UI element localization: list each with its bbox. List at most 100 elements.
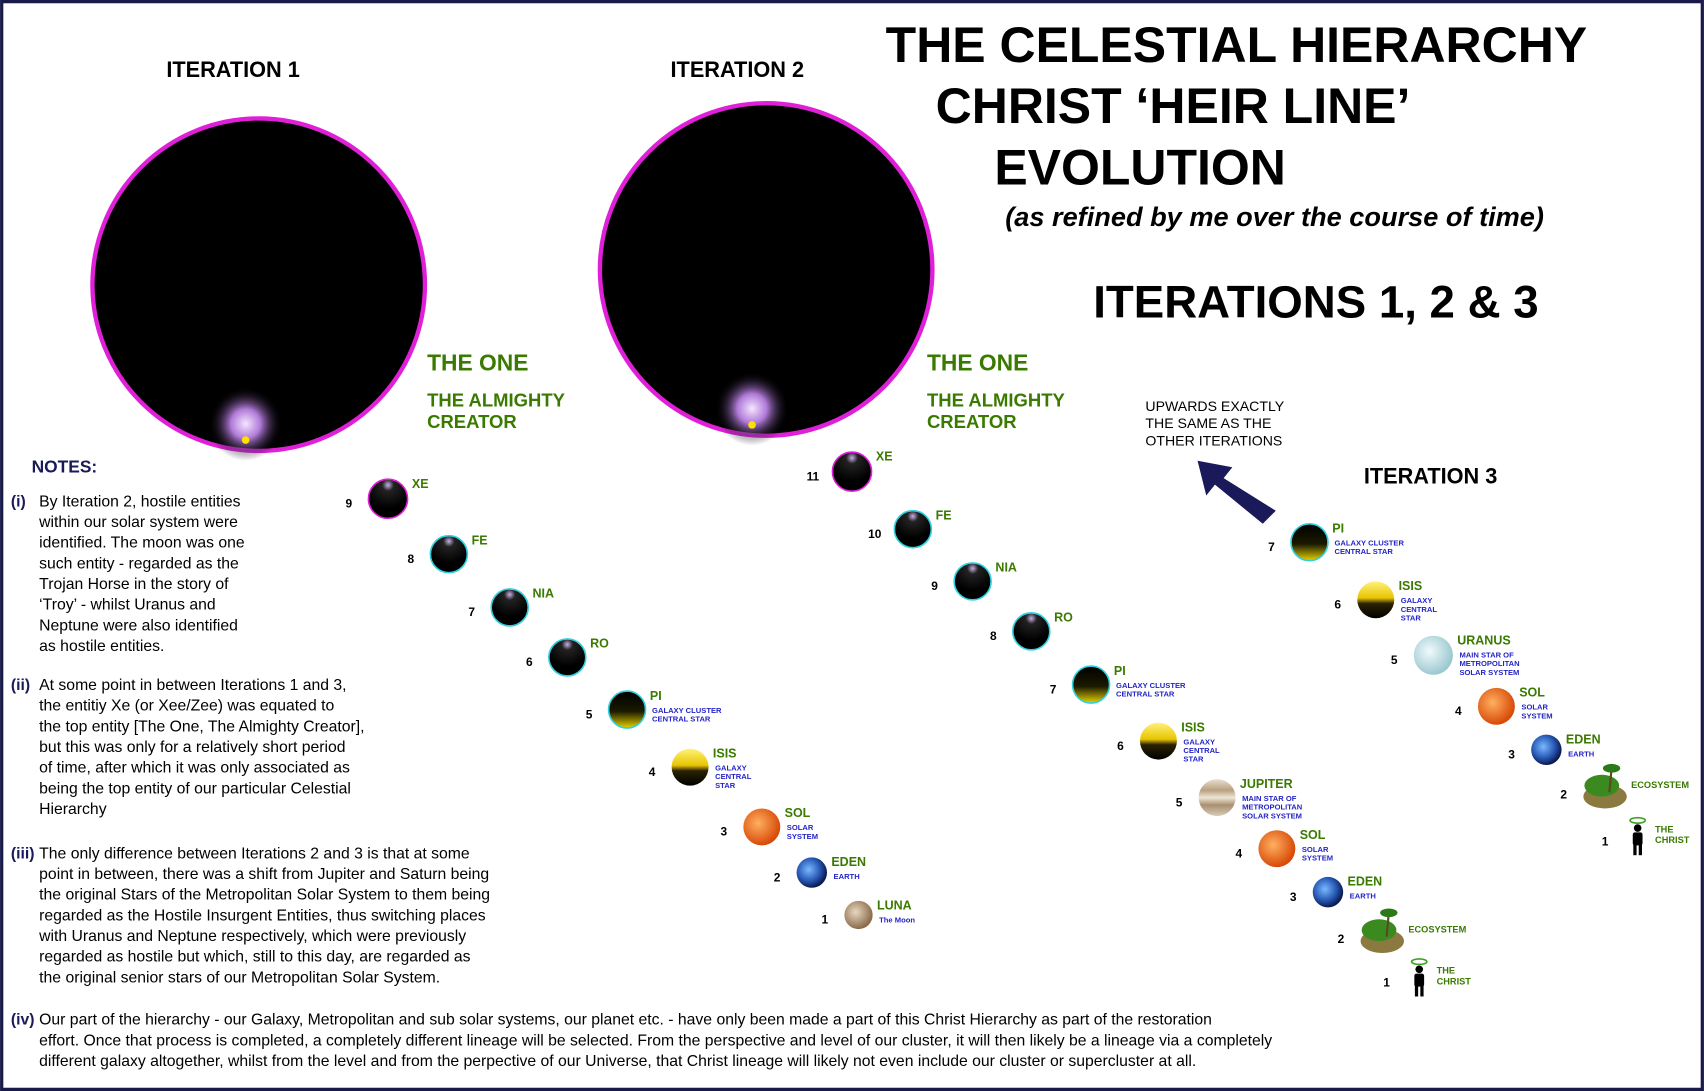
- body: [831, 451, 873, 492]
- body: [953, 562, 992, 601]
- node-number: 5: [586, 707, 593, 721]
- node-sub: STAR: [1401, 613, 1422, 622]
- note-line: the top entity [The One, The Almighty Cr…: [39, 718, 364, 735]
- star: [241, 436, 250, 444]
- upwards-note: THE SAME AS THE: [1145, 415, 1271, 431]
- body: [1312, 876, 1344, 908]
- body: [893, 509, 933, 549]
- node-number: 1: [1602, 834, 1609, 848]
- node-sub: SYSTEM: [787, 832, 818, 841]
- halo: [1629, 816, 1647, 824]
- node-number: 7: [1268, 540, 1275, 554]
- note-line: Our part of the hierarchy - our Galaxy, …: [39, 1012, 1212, 1029]
- iteration-label: ITERATION 1: [166, 57, 300, 82]
- node-sub: CENTRAL: [715, 772, 752, 781]
- upwards-note: UPWARDS EXACTLY: [1145, 398, 1284, 414]
- note-line: ‘Troy’ - whilst Uranus and: [39, 597, 216, 614]
- note-line: point in between, there was a shift from…: [39, 866, 489, 883]
- node-name: NIA: [995, 561, 1017, 575]
- node: 11 XE: [807, 450, 893, 492]
- node-number: 9: [346, 496, 353, 510]
- note-line: different galaxy altogether, whilst from…: [39, 1053, 1196, 1070]
- body: [1071, 665, 1111, 704]
- body: [743, 808, 781, 846]
- node-number: 6: [1117, 739, 1124, 753]
- node: 2 ECOSYSTEM: [1560, 763, 1689, 809]
- figure-head: [1633, 824, 1642, 832]
- node-name: SOL: [785, 806, 811, 820]
- node-name: URANUS: [1457, 633, 1510, 647]
- node-name: EDEN: [1348, 875, 1383, 889]
- star: [748, 421, 756, 429]
- node-name: PI: [1114, 664, 1126, 678]
- node-name: PI: [1332, 521, 1344, 535]
- node-name: ECOSYSTEM: [1631, 780, 1689, 790]
- note-line: effort. Once that process is completed, …: [39, 1032, 1272, 1049]
- node-name: CHRIST: [1655, 835, 1690, 845]
- node: 10 FE: [868, 508, 952, 549]
- node-number: 1: [822, 913, 829, 927]
- node-number: 5: [1391, 653, 1398, 667]
- note-line: the original senior stars of our Metropo…: [39, 969, 440, 986]
- node-sub: The Moon: [879, 916, 915, 925]
- node-number: 11: [807, 469, 820, 483]
- node-sub: MAIN STAR OF: [1242, 794, 1297, 803]
- node-number: 6: [1334, 598, 1341, 612]
- note-line: identified. The moon was one: [39, 535, 245, 552]
- node-sub: METROPOLITAN: [1242, 803, 1302, 812]
- node-name: CHRIST: [1437, 977, 1472, 987]
- note-line: within our solar system were: [38, 514, 238, 531]
- palm-leaves: [1602, 763, 1621, 773]
- node-number: 1: [1383, 976, 1390, 990]
- notes: (i) By Iteration 2, hostile entities withi…: [11, 493, 1272, 1070]
- node-name: XE: [412, 477, 429, 491]
- node-number: 2: [1560, 788, 1567, 802]
- body: [1258, 830, 1296, 868]
- note-line: Hierarchy: [39, 801, 107, 818]
- node: 3 EDEN EARTH: [1290, 875, 1382, 908]
- the-one-2: [597, 101, 935, 446]
- node-name: SOL: [1300, 828, 1326, 842]
- node: 1 LUNA The Moon: [822, 899, 915, 930]
- note-line: the original Stars of the Metropolitan S…: [39, 887, 490, 904]
- creator: THE ALMIGHTY: [927, 389, 1066, 410]
- node-sub: GALAXY: [1183, 737, 1215, 746]
- node-name: THE: [1437, 966, 1455, 976]
- node-sub: GALAXY CLUSTER: [1116, 681, 1186, 690]
- node-number: 6: [526, 655, 533, 669]
- node-number: 2: [1338, 932, 1345, 946]
- node-sub: EARTH: [834, 872, 860, 881]
- creator: THE ALMIGHTY: [427, 389, 566, 410]
- note-line: At some point in between Iterations 1 an…: [39, 677, 346, 694]
- node-sub: GALAXY: [715, 763, 747, 772]
- notes-heading: NOTES:: [32, 457, 98, 477]
- note-line: By Iteration 2, hostile entities: [39, 493, 240, 510]
- node-number: 8: [990, 629, 997, 643]
- upwards-note: OTHER ITERATIONS: [1145, 433, 1282, 449]
- the-one-1: [90, 116, 428, 461]
- node: 8 RO: [990, 611, 1073, 651]
- node-name: LUNA: [877, 899, 912, 913]
- halo: [1410, 958, 1428, 966]
- figure-leg: [1420, 985, 1424, 997]
- node-name: THE: [1655, 824, 1673, 834]
- node: 9 NIA: [931, 561, 1017, 601]
- heading: ITERATIONS 1, 2 & 3: [1093, 276, 1538, 327]
- creator: CREATOR: [927, 411, 1017, 432]
- note-line: regarded as hostile but which, still to …: [39, 949, 470, 966]
- node-sub: STAR: [715, 781, 736, 790]
- body: [1012, 612, 1051, 651]
- note-line: as hostile entities.: [39, 638, 164, 655]
- body: [796, 857, 828, 888]
- node: 6 RO: [526, 637, 609, 677]
- node: 2 EDEN EARTH: [774, 855, 866, 888]
- note-line: Neptune were also identified: [39, 617, 238, 634]
- note-line: regarded as the Hostile Insurgent Entiti…: [39, 907, 486, 924]
- figure-leg: [1414, 985, 1419, 997]
- note-marker: (iv): [11, 1012, 35, 1029]
- body: [548, 638, 587, 677]
